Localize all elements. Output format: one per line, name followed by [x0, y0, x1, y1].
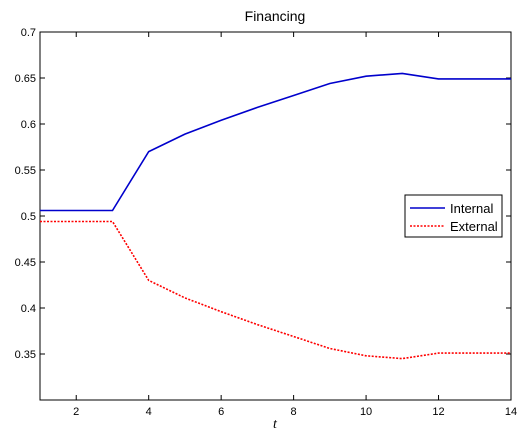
legend-label-internal: Internal — [450, 201, 493, 216]
legend-label-external: External — [450, 219, 498, 234]
x-tick-label: 14 — [505, 406, 517, 418]
series-line-external — [40, 220, 511, 360]
y-tick-label: 0.45 — [15, 257, 36, 269]
x-tick-label: 8 — [291, 406, 297, 418]
legend-box — [404, 194, 503, 238]
y-axis: 0.35 0.4 0.45 0.5 0.55 0.6 0.65 0.7 — [15, 27, 511, 361]
y-tick-label: 0.6 — [21, 119, 36, 131]
x-tick-label: 6 — [218, 406, 224, 418]
x-tick-label: 2 — [73, 406, 79, 418]
chart-title: Financing — [245, 8, 306, 24]
x-axis: 2 4 6 8 10 12 14 — [73, 32, 517, 418]
x-axis-label: t — [273, 417, 278, 432]
y-tick-label: 0.35 — [15, 349, 36, 361]
y-tick-label: 0.65 — [15, 73, 36, 85]
y-tick-label: 0.55 — [15, 165, 36, 177]
x-tick-label: 4 — [146, 406, 152, 418]
series-group — [40, 72, 511, 360]
series-line-internal — [40, 72, 511, 212]
y-tick-label: 0.5 — [21, 211, 36, 223]
x-tick-label: 10 — [360, 406, 372, 418]
y-tick-label: 0.4 — [21, 303, 36, 315]
legend: Internal External — [404, 194, 503, 238]
y-tick-label: 0.7 — [21, 27, 36, 39]
x-tick-label: 12 — [432, 406, 444, 418]
